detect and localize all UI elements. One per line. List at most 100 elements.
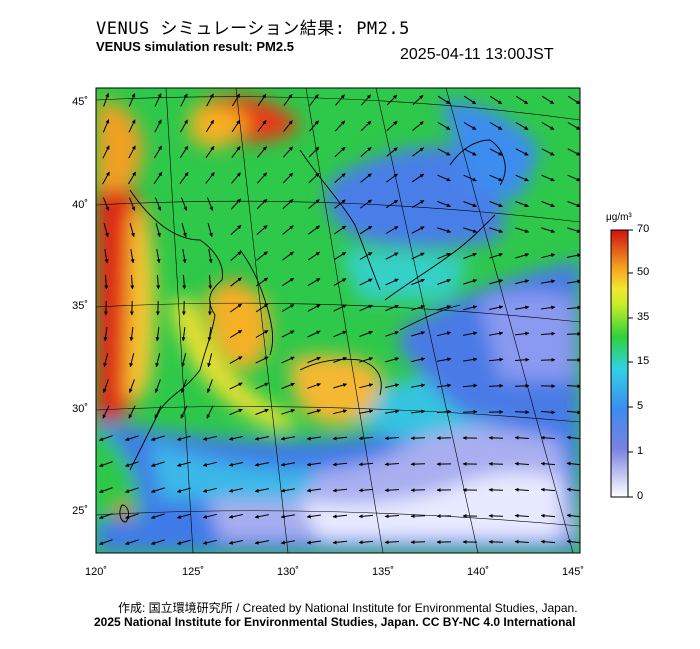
wind-arrow: [307, 304, 321, 312]
wind-arrow: [489, 174, 503, 182]
wind-arrow: [463, 305, 478, 311]
wind-arrow: [541, 305, 556, 310]
wind-arrow: [332, 436, 348, 441]
wind-arrow: [202, 435, 217, 441]
wind-arrow: [282, 172, 294, 184]
wind-arrow: [566, 435, 580, 440]
wind-arrow: [463, 357, 478, 362]
colorbar-tick-0: 0: [637, 490, 644, 502]
wind-arrow: [180, 119, 188, 133]
wind-arrow: [307, 277, 321, 287]
wind-arrow: [102, 197, 110, 211]
wind-arrow: [130, 249, 135, 264]
wind-arrow: [208, 249, 213, 264]
wind-arrow: [257, 93, 267, 107]
wind-arrow: [283, 120, 293, 132]
colorbar-tick-35: 35: [637, 311, 650, 323]
wind-arrow: [306, 488, 321, 493]
wind-arrow: [176, 513, 191, 519]
wind-arrow: [411, 173, 425, 183]
wind-arrow: [150, 461, 165, 467]
wind-arrow: [541, 148, 555, 156]
wind-arrow: [228, 540, 243, 545]
wind-arrow: [206, 379, 213, 393]
wind-arrow: [488, 513, 504, 518]
wind-arrow: [257, 120, 267, 132]
wind-arrow: [566, 384, 580, 389]
wind-arrow: [410, 540, 426, 545]
wind-arrow: [488, 435, 504, 440]
wind-arrow: [181, 353, 187, 368]
wind-arrow: [411, 383, 426, 388]
wind-arrow: [437, 278, 451, 285]
wind-arrow: [130, 274, 135, 290]
wind-arrow: [307, 330, 321, 338]
wind-arrow: [254, 514, 269, 519]
wind-arrow: [103, 353, 109, 368]
wind-arrow: [540, 331, 556, 336]
wind-arrow: [437, 95, 451, 105]
wind-arrow: [359, 225, 373, 235]
wind-arrow: [333, 304, 347, 312]
wind-arrow: [488, 487, 504, 492]
wind-arrow: [515, 279, 530, 285]
wind-arrow: [228, 514, 243, 519]
wind-arrow: [385, 383, 400, 388]
wind-arrow: [205, 145, 215, 158]
wind-arrow: [181, 223, 187, 238]
lat-label-35: 35˚: [72, 300, 88, 312]
wind-arrow: [125, 539, 139, 545]
wind-arrow: [102, 171, 110, 185]
wind-arrow: [410, 436, 426, 441]
wind-arrow: [154, 119, 162, 133]
wind-arrow: [358, 540, 374, 545]
wind-arrow: [308, 146, 320, 158]
wind-arrow: [231, 172, 241, 184]
wind-arrow: [125, 513, 139, 519]
concentration-field: [96, 88, 580, 553]
wind-arrow: [437, 174, 451, 182]
wind-arrow: [411, 409, 426, 414]
wind-arrow: [385, 331, 399, 337]
wind-arrow: [386, 173, 398, 183]
wind-arrow: [128, 119, 136, 133]
wind-arrow: [567, 227, 580, 233]
wind-arrow: [176, 461, 191, 467]
wind-arrow: [489, 122, 503, 130]
wind-arrow: [437, 201, 451, 208]
wind-arrow: [176, 487, 191, 493]
wind-arrow: [207, 327, 212, 342]
wind-arrow: [309, 94, 319, 106]
wind-arrow: [359, 330, 373, 337]
wind-arrow: [150, 513, 165, 519]
wind-arrow: [229, 329, 243, 339]
wind-arrow: [360, 173, 372, 183]
wind-arrow: [488, 461, 504, 466]
wind-arrow: [463, 252, 477, 259]
wind-arrow: [489, 227, 504, 233]
wind-arrow: [334, 173, 346, 183]
wind-arrow: [154, 93, 162, 107]
wind-arrow: [386, 94, 398, 106]
wind-arrow: [283, 93, 293, 106]
wind-arrow: [333, 356, 347, 363]
wind-arrow: [104, 274, 109, 290]
wind-arrow: [228, 436, 243, 441]
wind-arrow: [386, 147, 398, 157]
wind-arrow: [515, 201, 529, 208]
wind-arrow: [540, 357, 556, 362]
wind-arrow: [384, 540, 400, 545]
wind-arrow: [462, 383, 478, 388]
wind-arrow: [129, 353, 135, 368]
wind-arrow: [306, 540, 321, 545]
wind-arrow: [384, 514, 400, 519]
wind-arrow: [333, 278, 347, 286]
wind-arrow: [281, 330, 295, 338]
wind-arrow: [202, 539, 217, 545]
wind-arrow: [436, 409, 452, 414]
wind-arrow: [540, 539, 556, 544]
wind-arrow: [282, 225, 294, 235]
wind-arrow: [306, 514, 321, 519]
wind-arrow: [359, 409, 374, 414]
wind-arrow: [182, 249, 187, 264]
